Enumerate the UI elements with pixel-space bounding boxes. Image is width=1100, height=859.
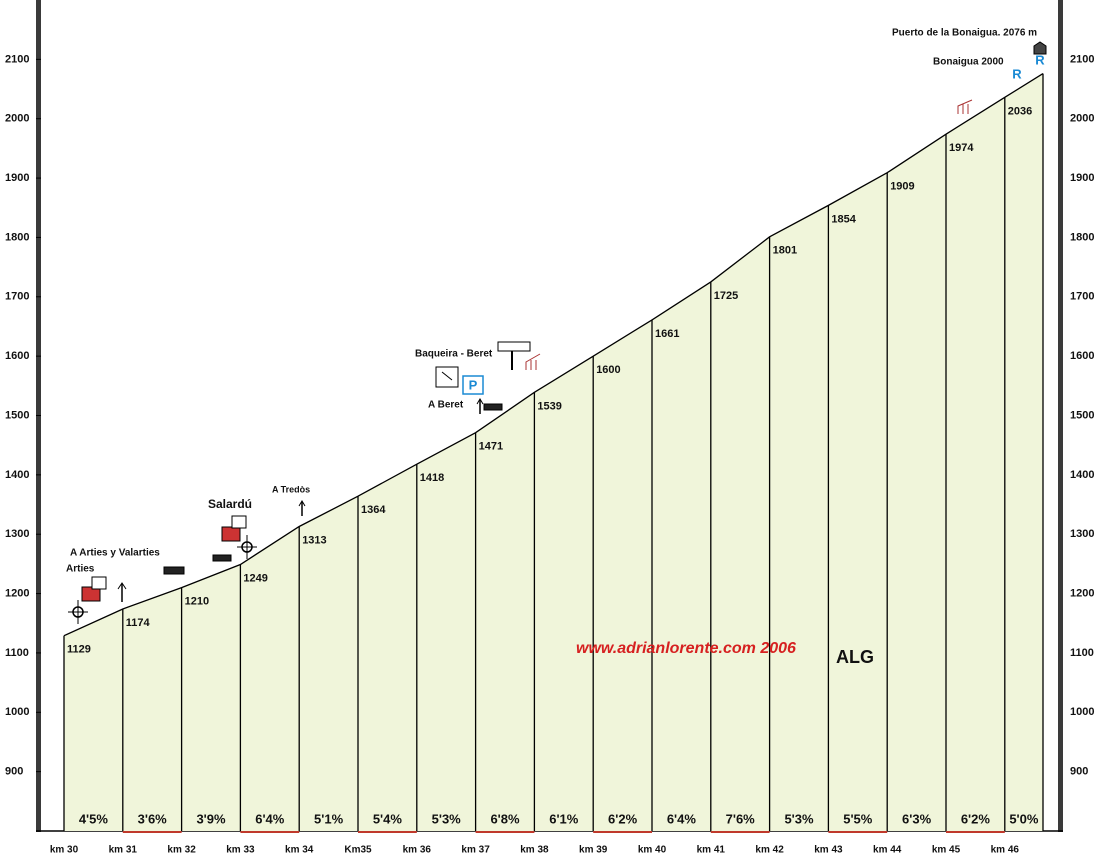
- x-tick-label: km 46: [991, 845, 1020, 854]
- annotation: A Beret: [428, 400, 464, 411]
- gradient-label: 5'0%: [1009, 811, 1039, 826]
- gradient-label: 5'1%: [314, 811, 344, 826]
- x-tick-label: km 42: [755, 845, 784, 854]
- elevation-label: 1539: [537, 400, 561, 412]
- elevation-label: 1974: [949, 142, 974, 154]
- gradient-label: 3'6%: [138, 811, 168, 826]
- y-tick-label-right: 1900: [1070, 172, 1094, 184]
- y-tick-label: 1200: [5, 587, 29, 599]
- y-tick-label-right: 1200: [1070, 587, 1094, 599]
- x-tick-label: km 43: [814, 845, 843, 854]
- x-tick-label: km 40: [638, 845, 667, 854]
- y-tick-label: 1100: [5, 647, 29, 659]
- y-tick-label: 1900: [5, 172, 29, 184]
- y-tick-label: 1300: [5, 528, 29, 540]
- annotation: A Tredòs: [272, 484, 310, 494]
- elevation-label: 1418: [420, 472, 444, 484]
- elevation-label: 1313: [302, 534, 326, 546]
- credit: www.adrianlorente.com 2006: [576, 640, 796, 657]
- x-tick-label: km 38: [520, 845, 549, 854]
- x-tick-label: km 33: [226, 845, 255, 854]
- annotation: A Arties y Valarties: [70, 548, 160, 559]
- y-tick-label: 1600: [5, 350, 29, 362]
- y-tick-label: 2000: [5, 113, 29, 125]
- elevation-label: 1600: [596, 364, 620, 376]
- elevation-label: 1801: [773, 245, 797, 257]
- annotation: R: [1035, 52, 1045, 67]
- annotation: Salardú: [208, 497, 252, 511]
- elevation-label: 2036: [1008, 105, 1032, 117]
- x-tick-label: km 30: [50, 845, 79, 854]
- elevation-label: 1249: [243, 572, 267, 584]
- gradient-label: 6'2%: [961, 811, 991, 826]
- annotation: Arties: [66, 564, 95, 575]
- y-tick-label: 1400: [5, 469, 29, 481]
- elevation-label: 1909: [890, 181, 914, 193]
- y-tick-label-right: 2100: [1070, 53, 1094, 65]
- x-tick-label: Km35: [344, 845, 372, 854]
- gradient-label: 6'4%: [255, 811, 285, 826]
- elevation-label: 1174: [126, 617, 151, 629]
- y-tick-label-right: 1700: [1070, 291, 1094, 303]
- elevation-label: 1210: [185, 596, 209, 608]
- y-tick-label-right: 1500: [1070, 409, 1094, 421]
- x-tick-label: km 31: [109, 845, 138, 854]
- gradient-label: 5'3%: [784, 811, 814, 826]
- y-tick-label-right: 1400: [1070, 469, 1094, 481]
- annotation: ALG: [836, 647, 874, 667]
- y-tick-label: 1000: [5, 706, 29, 718]
- gradient-label: 6'3%: [902, 811, 932, 826]
- elevation-label: 1471: [479, 441, 503, 453]
- y-tick-label: 2100: [5, 53, 29, 65]
- gradient-label: 5'4%: [373, 811, 403, 826]
- gradient-label: 6'4%: [667, 811, 697, 826]
- gradient-label: 5'5%: [843, 811, 873, 826]
- y-tick-label: 1700: [5, 291, 29, 303]
- elevation-label: 1854: [831, 213, 856, 225]
- y-tick-label: 1500: [5, 409, 29, 421]
- x-tick-label: km 37: [461, 845, 490, 854]
- profile-line: [63, 73, 1044, 637]
- y-tick-label: 900: [5, 766, 23, 778]
- y-tick-label-right: 1100: [1070, 647, 1094, 659]
- x-tick-label: km 41: [697, 845, 726, 854]
- y-tick-label-right: 900: [1070, 766, 1088, 778]
- gradient-label: 7'6%: [726, 811, 756, 826]
- y-tick-label-right: 1000: [1070, 706, 1094, 718]
- y-tick-label: 1800: [5, 231, 29, 243]
- y-tick-label-right: 1300: [1070, 528, 1094, 540]
- annotation: R: [1012, 66, 1022, 81]
- y-tick-label-right: 2000: [1070, 113, 1094, 125]
- x-tick-label: km 34: [285, 845, 314, 854]
- y-tick-label-right: 1600: [1070, 350, 1094, 362]
- x-tick-label: km 45: [932, 845, 961, 854]
- gradient-label: 3'9%: [196, 811, 226, 826]
- annotation: Baqueira - Beret: [415, 349, 493, 360]
- gradient-label: 6'2%: [608, 811, 638, 826]
- annotation: Puerto de la Bonaigua. 2076 m: [892, 28, 1037, 39]
- gradient-label: 6'1%: [549, 811, 579, 826]
- elevation-label: 1129: [67, 644, 91, 656]
- y-tick-label-right: 1800: [1070, 231, 1094, 243]
- profile-area: [64, 73, 1043, 832]
- x-tick-label: km 44: [873, 845, 902, 854]
- x-tick-label: km 39: [579, 845, 608, 854]
- annotation: Bonaigua 2000: [933, 57, 1004, 68]
- right-axis-bar: [1058, 0, 1063, 832]
- elevation-label: 1725: [714, 290, 738, 302]
- elevation-label: 1364: [361, 504, 386, 516]
- annotation: P: [469, 377, 478, 392]
- elevation-label: 1661: [655, 328, 679, 340]
- gradient-label: 4'5%: [79, 811, 109, 826]
- gradient-label: 6'8%: [490, 811, 520, 826]
- x-tick-label: km 36: [403, 845, 432, 854]
- x-tick-label: km 32: [167, 845, 196, 854]
- gradient-label: 5'3%: [432, 811, 462, 826]
